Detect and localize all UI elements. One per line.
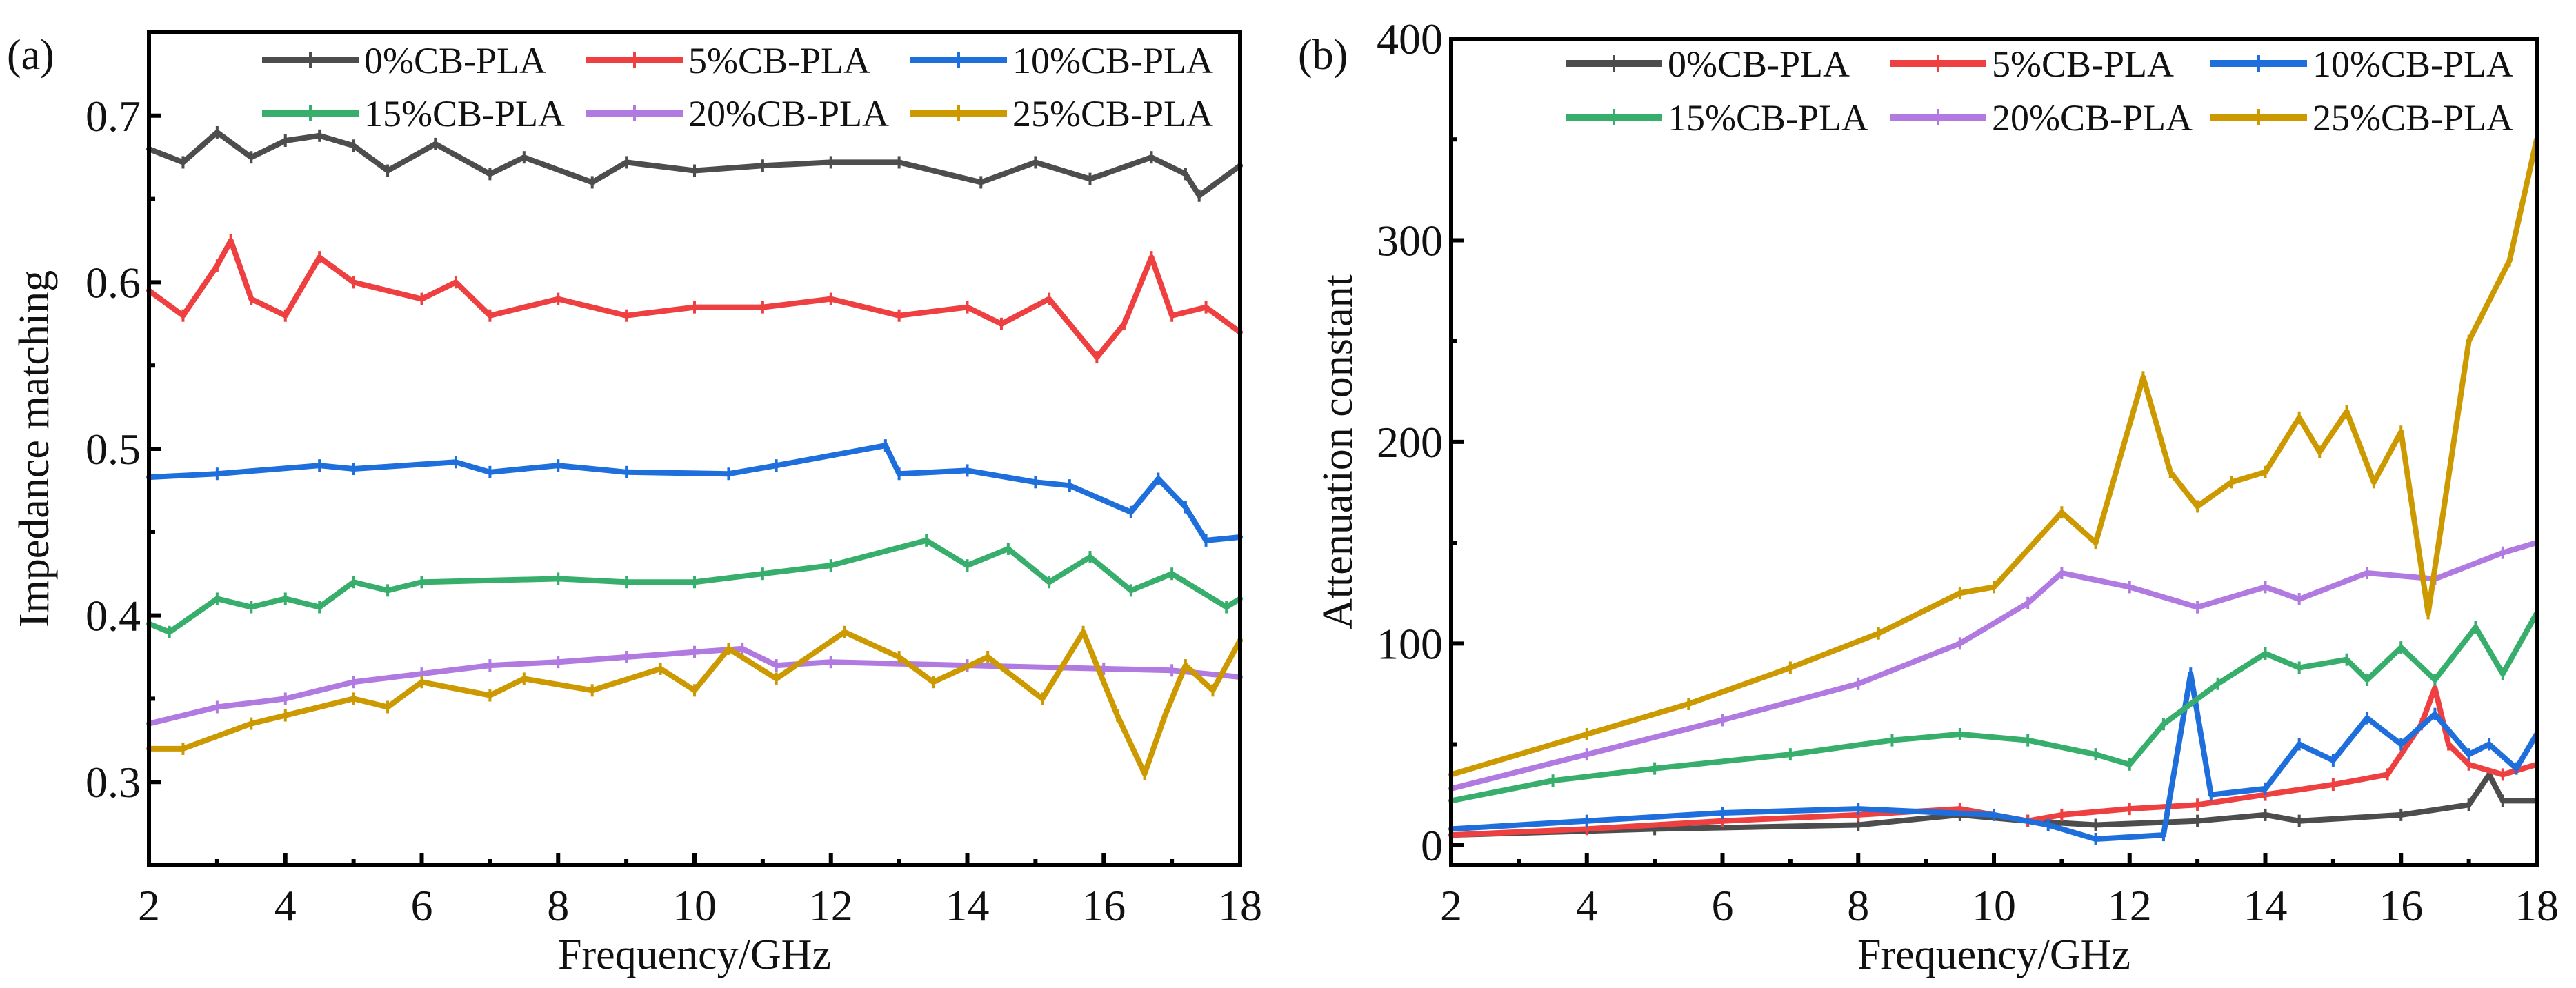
legend-item: 5%CB-PLA [1890,43,2174,85]
legend-label: 0%CB-PLA [1668,43,1850,85]
x-axis-title: Frequency/GHz [1857,931,2130,978]
x-tick-label: 14 [946,881,990,930]
x-tick-label: 16 [1081,881,1126,930]
y-tick-label: 200 [1377,418,1443,467]
x-tick-label: 10 [672,881,717,930]
series-line-15pctCB-PLA [1448,610,2539,804]
legend: 0%CB-PLA 5%CB-PLA 10%CB-PLA 15%CB-PLA 20%CB-… [1566,43,2513,139]
series-line-10pctCB-PLA [1448,671,2539,842]
series-line-10pctCB-PLA [146,443,1243,543]
x-tick-label: 4 [1576,881,1598,930]
legend-label: 20%CB-PLA [688,93,889,134]
y-axis-title: Impedance matching [11,270,58,627]
legend-label: 20%CB-PLA [1992,97,2193,139]
series-line-20pctCB-PLA [1448,540,2539,792]
y-tick-label: 0 [1421,821,1443,870]
series-line-0pctCB-PLA [1448,772,2539,838]
legend-item: 25%CB-PLA [2210,97,2513,139]
x-axis-title: Frequency/GHz [558,931,831,978]
legend-label: 25%CB-PLA [2313,97,2513,139]
series-line-5pctCB-PLA [146,238,1243,361]
legend-item: 10%CB-PLA [910,40,1213,81]
x-tick-label: 18 [1218,881,1262,930]
legend-item: 15%CB-PLA [1566,97,1868,139]
series-line-25pctCB-PLA [1448,137,2539,778]
plot-frame [1449,37,2539,867]
series-line-0pctCB-PLA [146,130,1243,199]
panel-label: (b) [1298,32,1348,79]
x-tick-label: 2 [138,881,160,930]
y-tick-label: 300 [1377,216,1443,265]
legend-item: 20%CB-PLA [586,93,889,134]
y-tick-label: 100 [1377,619,1443,668]
legend-label: 0%CB-PLA [364,40,546,81]
chart-panel-b: 2 4 6 8 10 12 14 16 18 0 100 200 300 400 Frequency/GHz… [1298,14,2559,978]
y-tick-label: 0.5 [86,425,141,474]
y-axis-title: Attenuation constant [1315,274,1361,629]
x-tick-label: 4 [274,881,297,930]
x-tick-label: 6 [1712,881,1734,930]
series-line-20pctCB-PLA [146,645,1243,727]
legend-item: 25%CB-PLA [910,93,1213,134]
legend-label: 5%CB-PLA [1992,43,2174,85]
series-line-25pctCB-PLA [146,629,1243,777]
x-tick-label: 8 [547,881,569,930]
legend-label: 10%CB-PLA [1012,40,1213,81]
y-tick-label: 400 [1377,14,1443,63]
series-line-5pctCB-PLA [1448,685,2539,838]
x-tick-label: 18 [2515,881,2559,930]
legend-label: 15%CB-PLA [1668,97,1868,139]
x-tick-label: 14 [2244,881,2288,930]
y-tick-label: 0.3 [86,758,141,807]
x-tick-label: 12 [2108,881,2152,930]
y-tick-label: 0.4 [86,592,141,641]
y-tick-label: 0.7 [86,92,141,141]
legend-item: 15%CB-PLA [262,93,565,134]
legend-label: 5%CB-PLA [688,40,870,81]
x-tick-label: 16 [2379,881,2423,930]
legend-item: 20%CB-PLA [1890,97,2193,139]
x-tick-label: 10 [1972,881,2016,930]
chart-panel-a: 2 4 6 8 10 12 14 16 18 0.3 0.4 0.5 0.6 0.7 Frequency/G… [7,30,1262,978]
plot-frame [147,30,1242,867]
x-tick-label: 6 [411,881,433,930]
x-tick-label: 2 [1440,881,1462,930]
x-tick-label: 8 [1847,881,1869,930]
legend-item: 0%CB-PLA [1566,43,1850,85]
legend-label: 10%CB-PLA [2313,43,2513,85]
legend-item: 5%CB-PLA [586,40,870,81]
legend-label: 15%CB-PLA [364,93,565,134]
legend-item: 0%CB-PLA [262,40,546,81]
panel-label: (a) [7,32,54,79]
legend-item: 10%CB-PLA [2210,43,2513,85]
y-tick-label: 0.6 [86,258,141,307]
x-tick-label: 12 [809,881,853,930]
legend-label: 25%CB-PLA [1012,93,1213,134]
legend: 0%CB-PLA 5%CB-PLA 10%CB-PLA 15%CB-PLA 20%CB-… [262,40,1213,134]
